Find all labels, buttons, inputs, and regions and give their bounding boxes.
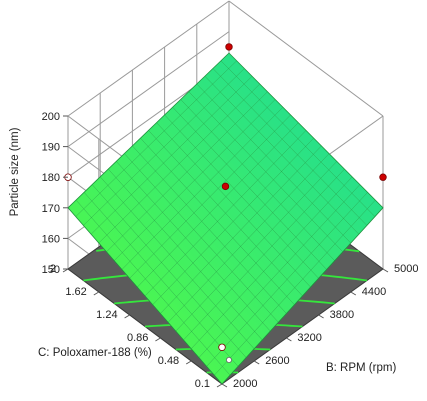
mesh-line (75, 60, 237, 217)
x-tick-label: 3200 (297, 332, 321, 344)
mesh-line (204, 76, 360, 235)
tick-mark (382, 268, 389, 273)
mesh-line (228, 52, 384, 208)
design-point (225, 356, 232, 363)
grid-line (228, 0, 384, 117)
mesh-line (156, 122, 311, 288)
mesh-line (67, 52, 230, 208)
mesh-line (121, 107, 284, 270)
tick-mark (350, 291, 357, 296)
tick-mark (124, 314, 130, 319)
mesh-line (83, 68, 245, 226)
mesh-line (129, 114, 291, 279)
z-tick-label: 180 (42, 172, 60, 184)
tick-mark (185, 360, 192, 365)
mesh-line (106, 91, 268, 252)
mesh-line (220, 60, 376, 217)
y-axis-title: C: Poloxamer-188 (%) (38, 347, 152, 359)
z-tick-label: 200 (42, 111, 60, 123)
tick-mark (253, 360, 260, 365)
z-tick-label: 150 (42, 264, 60, 276)
x-tick-label: 5000 (394, 263, 418, 275)
tick-labels: 150 160 170 180 190 200 2000 2600 3200 3800 4400 50… (42, 111, 419, 390)
mesh-line (196, 83, 351, 244)
x-tick-label: 2000 (233, 378, 257, 390)
y-tick-label: 0.1 (195, 378, 210, 390)
x-tick-label: 4400 (362, 286, 386, 298)
design-point (218, 343, 226, 351)
design-point (379, 173, 387, 181)
mesh-line (98, 83, 260, 244)
z-tick-label: 160 (42, 233, 60, 245)
mesh-line (114, 99, 276, 261)
x-tick-label: 2600 (265, 355, 289, 367)
design-point (221, 182, 230, 191)
tick-mark (216, 383, 223, 388)
mesh-line (137, 122, 299, 288)
tick-mark (318, 314, 324, 319)
y-tick-label: 2 (50, 263, 56, 275)
y-tick-label: 1.24 (96, 309, 117, 321)
y-tick-label: 0.48 (158, 355, 179, 367)
mesh-line (90, 76, 253, 235)
tick-mark (286, 337, 292, 342)
tick-mark (93, 291, 100, 296)
z-tick-label: 170 (42, 203, 60, 215)
tick-mark (62, 268, 69, 273)
tick-mark (155, 337, 161, 342)
mesh-line (188, 91, 343, 252)
tick-mark (221, 383, 228, 388)
mesh-line (212, 68, 368, 226)
mesh-line (164, 114, 319, 279)
z-tick-label: 190 (42, 142, 60, 154)
grid-line (67, 31, 230, 148)
x-axis-title: B: RPM (rpm) (326, 362, 396, 374)
grid-line (67, 0, 230, 117)
y-tick-label: 0.86 (127, 332, 148, 344)
mesh-line (172, 107, 327, 270)
design-point (225, 43, 233, 51)
x-tick-label: 3800 (330, 309, 354, 321)
y-tick-label: 1.62 (65, 286, 86, 298)
response-surface (67, 52, 384, 385)
mesh-line (180, 99, 335, 261)
z-axis-title: Particle size (nm) (9, 127, 21, 216)
design-points (64, 43, 387, 363)
mesh-line (144, 130, 307, 297)
